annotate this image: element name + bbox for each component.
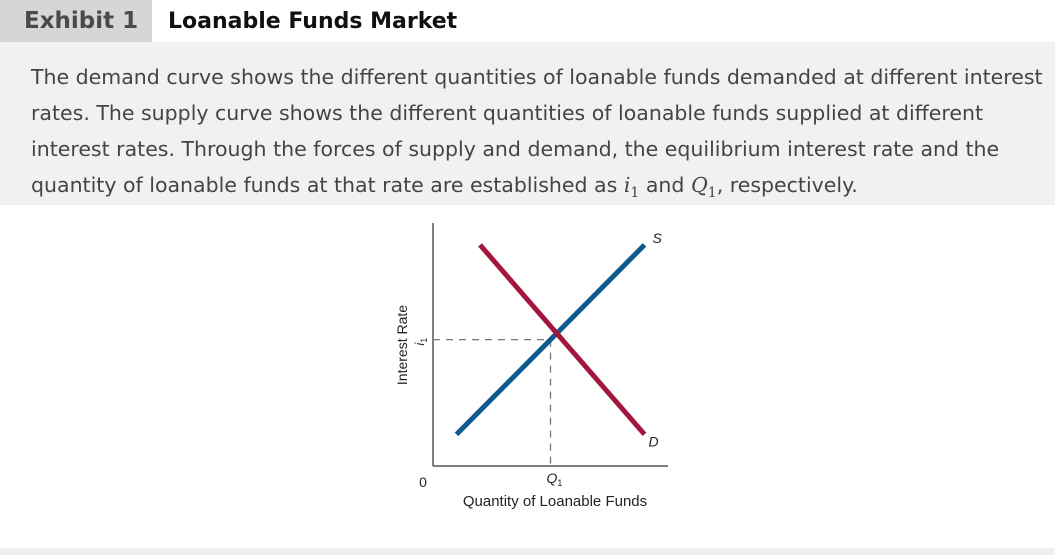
- caption-symbol-q: Q1: [690, 173, 717, 202]
- caption-tail: , respectively.: [716, 173, 858, 197]
- equilibrium-guides: [433, 338, 552, 466]
- supply-curve-label: S: [653, 230, 663, 246]
- equilibrium-rate-label: i1: [412, 338, 429, 346]
- exhibit-label: Exhibit 1: [0, 0, 152, 42]
- caption-text: The demand curve shows the different qua…: [31, 59, 1046, 211]
- caption-and: and: [645, 173, 685, 197]
- chart-series: [454, 243, 647, 437]
- y-axis-label: Interest Rate: [394, 305, 410, 385]
- demand-curve: [478, 243, 647, 437]
- exhibit-title: Loanable Funds Market: [168, 8, 458, 34]
- demand-curve-label: D: [649, 433, 659, 449]
- supply-curve: [454, 243, 647, 437]
- loanable-funds-chart: 0 Quantity of Loanable Funds Interest Ra…: [394, 223, 668, 510]
- exhibit-header: Exhibit 1 Loanable Funds Market: [0, 0, 1055, 42]
- caption-box: The demand curve shows the different qua…: [0, 42, 1055, 205]
- chart-axes: [432, 223, 668, 467]
- caption-body: The demand curve shows the different qua…: [31, 65, 1043, 197]
- caption-symbol-i: i1: [623, 173, 640, 202]
- equilibrium-quantity-label: Q1: [547, 470, 563, 488]
- chart-labels: 0 Quantity of Loanable Funds Interest Ra…: [394, 230, 663, 510]
- origin-label: 0: [419, 474, 427, 490]
- x-axis-label: Quantity of Loanable Funds: [463, 493, 647, 510]
